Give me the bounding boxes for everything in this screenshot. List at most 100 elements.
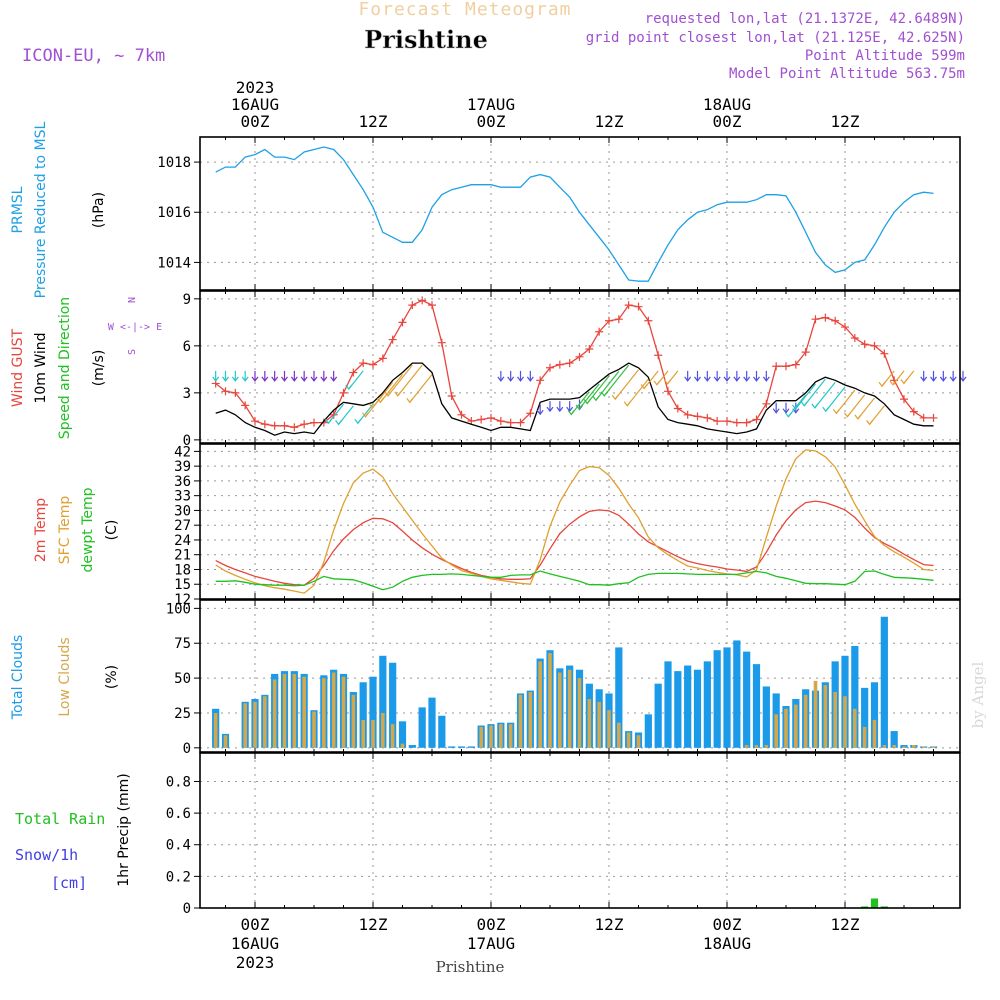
bar-low-clouds: [617, 722, 621, 748]
ytick-label: 15: [174, 577, 191, 593]
ytick-label: 1014: [157, 255, 191, 271]
wind-vector-head: [497, 376, 505, 382]
wind-vector-head: [653, 380, 661, 386]
requested-coords: requested lon,lat (21.1372E, 42.6489N): [645, 11, 965, 27]
bar-low-clouds: [331, 672, 336, 748]
bar-low-clouds: [292, 673, 297, 748]
gust-marker: [919, 413, 928, 422]
compass-we: W <-|-> E: [108, 322, 162, 333]
series-line-10m-wind: [215, 362, 934, 436]
bar-total-rain: [870, 898, 879, 908]
bar-low-clouds: [823, 685, 828, 748]
ytick-label: 9: [183, 292, 191, 308]
gust-marker: [634, 302, 643, 311]
gust-marker: [585, 344, 594, 353]
wind-vector-head: [611, 394, 619, 401]
gust-marker: [742, 418, 751, 427]
ytick-label: 30: [174, 503, 191, 519]
wind-vector-head: [939, 376, 947, 382]
wind-vector-head: [889, 380, 897, 386]
gust-marker: [231, 388, 240, 397]
bar-total-clouds: [861, 687, 869, 748]
ytick-label: 18: [174, 562, 191, 578]
wind-vector-head: [784, 412, 792, 418]
precip-label-snow: Snow/1h: [15, 846, 78, 864]
gust-marker: [880, 349, 889, 358]
gust-marker: [693, 412, 702, 421]
temp-unit: (C): [104, 520, 120, 541]
top-time-label: 00Z: [241, 112, 270, 131]
wind-vector-head: [583, 399, 591, 405]
wind-vector-head: [335, 420, 343, 426]
bar-total-clouds: [389, 662, 397, 748]
ytick-label: 24: [174, 533, 191, 549]
bar-low-clouds: [764, 745, 769, 748]
wind-vector: [614, 369, 639, 400]
bar-total-clouds: [369, 676, 377, 748]
ytick-label: 0.6: [166, 806, 191, 822]
wind-vector-head: [832, 409, 840, 415]
bar-low-clouds: [361, 719, 365, 748]
ytick-label: 0: [183, 433, 191, 449]
bar-low-clouds: [587, 699, 592, 748]
point-altitude: Point Altitude 599m: [805, 48, 965, 64]
gust-marker: [437, 338, 446, 347]
bar-total-clouds: [752, 664, 761, 748]
wind-vector-head: [330, 376, 338, 382]
wind-vector-head: [800, 401, 808, 407]
gust-marker: [496, 417, 505, 426]
pressure-unit: (hPa): [91, 192, 107, 228]
wind-vector-head: [623, 401, 631, 407]
bar-low-clouds: [489, 725, 493, 748]
wind-vector-head: [930, 376, 937, 382]
bar-low-clouds: [597, 701, 601, 748]
wind-vector-head: [866, 420, 874, 426]
bar-low-clouds: [794, 704, 798, 748]
bar-total-clouds: [615, 647, 623, 748]
wind-vector: [795, 383, 816, 410]
bar-low-clouds: [931, 746, 936, 748]
bar-total-clouds: [723, 647, 731, 748]
top-time-label: 00Z: [477, 112, 506, 131]
bottom-time-label: 12Z: [831, 915, 860, 934]
bar-total-clouds: [664, 661, 672, 748]
wind-vector-head: [384, 391, 392, 397]
wind-vector: [603, 364, 630, 397]
wind-vector: [409, 374, 433, 403]
ytick-label: 27: [174, 518, 191, 534]
series-line-wind-gust: [215, 299, 934, 428]
bottom-time-label: 18AUG: [703, 934, 751, 953]
pressure-label-2: Pressure Reduced to MSL: [33, 121, 49, 298]
wind-vector-head: [575, 404, 583, 411]
bar-low-clouds: [371, 719, 375, 748]
gust-marker: [339, 388, 348, 397]
credit-watermark: by Angel: [969, 661, 987, 728]
bottom-time-label: 12Z: [595, 915, 624, 934]
bar-total-clouds: [703, 661, 711, 748]
wind-vector-head: [212, 376, 220, 382]
bar-low-clouds: [912, 745, 916, 748]
meteogram-subtitle: Forecast Meteogram: [358, 0, 571, 20]
gust-marker: [349, 368, 358, 377]
gust-marker: [791, 360, 800, 369]
wind-vector-head: [753, 376, 760, 382]
pressure-panel-labels: PRMSL Pressure Reduced to MSL (hPa): [10, 121, 107, 298]
wind-unit: (m/s): [91, 350, 107, 387]
bar-low-clouds: [243, 703, 247, 748]
gust-marker: [546, 363, 554, 372]
clouds-panel-labels: Total Clouds Low Clouds (%): [10, 635, 120, 720]
gust-marker: [428, 301, 436, 310]
wind-vector-head: [703, 376, 711, 382]
wind-vector-head: [723, 376, 731, 382]
wind-label-dir: Speed and Direction: [57, 297, 73, 439]
bottom-time-label: 00Z: [241, 915, 270, 934]
bar-low-clouds: [567, 669, 572, 748]
wind-vector: [814, 381, 836, 409]
gust-marker: [290, 423, 299, 432]
bar-total-clouds: [467, 746, 475, 748]
bar-total-clouds: [398, 721, 407, 748]
bottom-time-label: 2023: [236, 953, 275, 972]
wind-vector-head: [231, 376, 239, 382]
gust-marker: [555, 360, 564, 369]
bottom-time-label: 12Z: [359, 915, 388, 934]
